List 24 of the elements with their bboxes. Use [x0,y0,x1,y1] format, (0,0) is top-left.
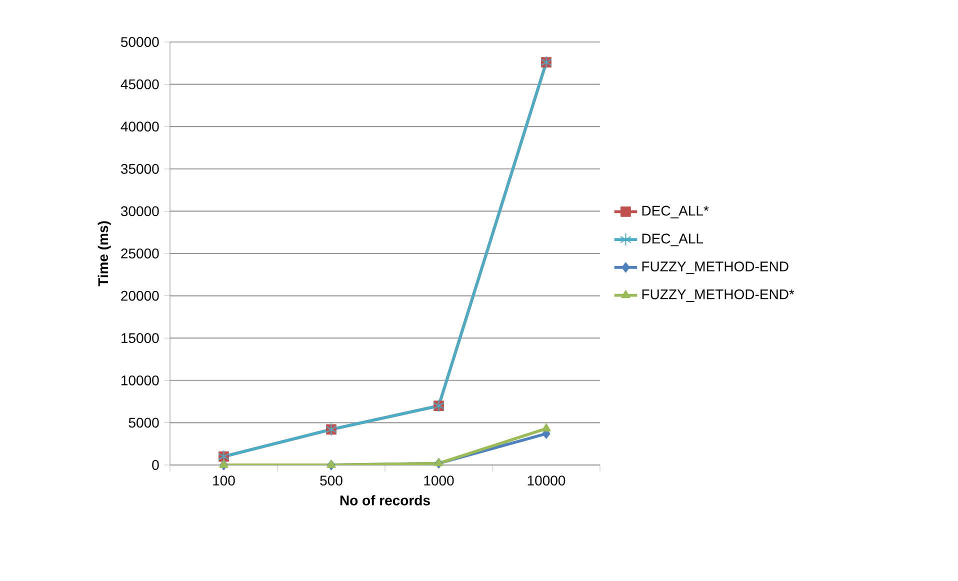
legend-label: DEC_ALL* [642,206,709,218]
y-tick-label: 15000 [122,333,159,344]
y-tick-label: 0 [152,460,159,470]
y-tick-label: 45000 [120,79,159,90]
y-tick-label: 10000 [122,375,159,386]
y-axis-title: Time (ms) [98,221,111,286]
y-tick-label: 20000 [121,290,159,301]
x-tick-label: 500 [320,476,342,486]
x-tick-label: 1000 [424,476,454,486]
point [326,460,336,468]
y-tick-label: 5000 [128,418,159,428]
legend-label: FUZZY_METHOD-END [642,262,788,274]
y-tick-label: 30000 [120,206,159,216]
x-tick-label: 10000 [528,476,566,486]
y-tick-label: 40000 [120,122,159,132]
x-axis-title: No of records [340,495,430,506]
legend-label: DEC_ALL [642,234,704,246]
y-tick-label: 25000 [121,248,159,258]
y-tick-label: 50000 [121,37,159,47]
point [219,460,228,468]
x-tick-label: 100 [213,476,235,486]
y-tick-label: 35000 [120,164,159,174]
point [542,423,551,432]
legend-label: FUZZY_METHOD-END* [642,289,794,302]
